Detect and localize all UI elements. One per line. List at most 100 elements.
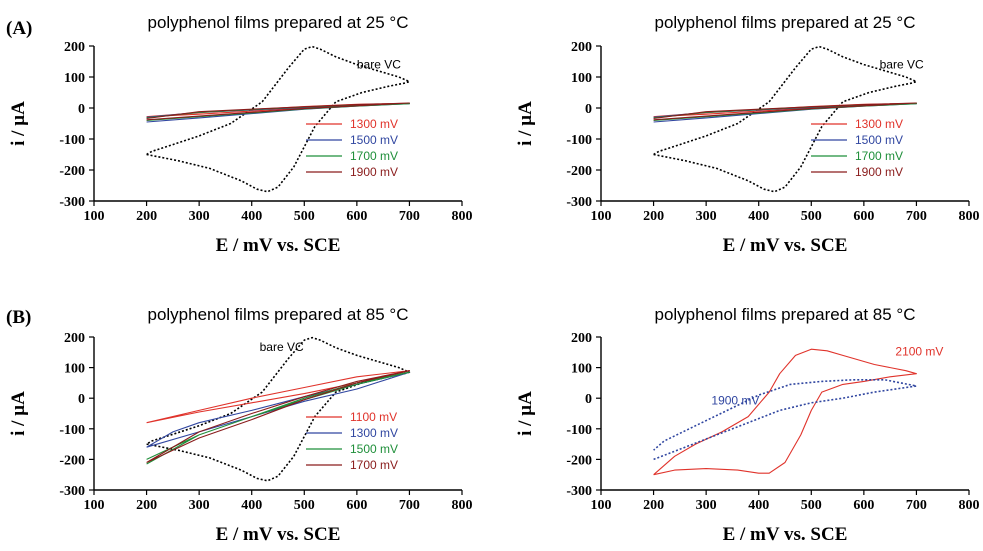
x-axis-label: E / mV vs. SCE (723, 524, 848, 545)
y-tick-label: -200 (59, 453, 85, 468)
legend-entry: 1500 mV (350, 133, 398, 147)
legend-entry: 1900 mV (350, 165, 398, 179)
y-tick-label: -200 (566, 453, 592, 468)
chart-title: polyphenol films prepared at 85 °C (147, 305, 408, 324)
x-tick-label: 600 (853, 209, 874, 224)
x-tick-label: 400 (748, 209, 769, 224)
x-tick-label: 300 (189, 498, 210, 513)
y-tick-label: 200 (571, 331, 592, 346)
panel-label-text: (B) (6, 307, 31, 328)
y-tick-label: 200 (64, 40, 85, 55)
y-tick-label: 100 (64, 71, 85, 86)
panel-label-b: (B) (6, 307, 31, 328)
y-tick-label: -100 (59, 133, 85, 148)
series-line (653, 348, 917, 476)
x-tick-label: 800 (959, 498, 980, 513)
y-tick-label: 200 (571, 40, 592, 55)
panel-label-text: (A) (6, 18, 32, 39)
annotation-label: 2100 mV (895, 344, 943, 358)
y-tick-label: -100 (59, 423, 85, 438)
y-tick-label: -100 (566, 423, 592, 438)
y-axis-label: i / µA (8, 101, 29, 146)
y-tick-label: 100 (64, 362, 85, 377)
x-tick-label: 700 (399, 209, 420, 224)
x-tick-label: 600 (346, 498, 367, 513)
chart-title: polyphenol films prepared at 85 °C (654, 305, 915, 324)
series-line (653, 102, 917, 121)
chart-title: polyphenol films prepared at 25 °C (654, 13, 915, 32)
y-tick-label: -300 (566, 484, 592, 499)
x-tick-label: 500 (294, 209, 315, 224)
x-axis-label: E / mV vs. SCE (216, 235, 341, 256)
y-tick-label: 0 (585, 392, 592, 407)
x-tick-label: 800 (959, 209, 980, 224)
x-tick-label: 700 (399, 498, 420, 513)
x-tick-label: 500 (801, 209, 822, 224)
y-tick-label: -300 (566, 195, 592, 210)
x-tick-label: 100 (591, 209, 612, 224)
series-line (653, 378, 918, 461)
x-tick-label: 400 (748, 498, 769, 513)
annotation-label: bare VC (260, 340, 304, 354)
legend-entry: 1900 mV (855, 165, 903, 179)
y-tick-label: 0 (585, 102, 592, 117)
x-tick-label: 700 (906, 209, 927, 224)
y-tick-label: -100 (566, 133, 592, 148)
legend-entry: 1700 mV (350, 458, 398, 472)
x-tick-label: 100 (84, 209, 105, 224)
annotation-label: bare VC (357, 57, 401, 71)
chart-bottom-right: polyphenol films prepared at 85 °C 100 200… (515, 305, 980, 545)
y-tick-label: -300 (59, 195, 85, 210)
legend-entry: 1700 mV (855, 149, 903, 163)
y-tick-label: -300 (59, 484, 85, 499)
chart-top-right: polyphenol films prepared at 25 °C 100 200… (515, 13, 980, 256)
y-axis-label: i / µA (515, 101, 536, 146)
x-tick-label: 300 (189, 209, 210, 224)
x-tick-label: 200 (643, 498, 664, 513)
x-tick-label: 800 (452, 209, 473, 224)
legend-entry: 1100 mV (350, 410, 397, 424)
y-tick-label: -200 (59, 164, 85, 179)
y-tick-label: 0 (78, 392, 85, 407)
series-line (146, 371, 410, 465)
legend-entry: 1300 mV (350, 117, 398, 131)
y-axis-label: i / µA (515, 391, 536, 436)
x-tick-label: 100 (84, 498, 105, 513)
y-tick-label: 100 (571, 71, 592, 86)
x-tick-label: 200 (643, 209, 664, 224)
x-tick-label: 400 (241, 209, 262, 224)
x-tick-label: 200 (136, 498, 157, 513)
legend-entry: 1300 mV (350, 426, 398, 440)
chart-bottom-left: polyphenol films prepared at 85 °C 100 200… (8, 305, 473, 545)
y-tick-label: -200 (566, 164, 592, 179)
y-axis-label: i / µA (8, 391, 29, 436)
x-tick-label: 300 (696, 498, 717, 513)
x-tick-label: 500 (801, 498, 822, 513)
x-tick-label: 600 (853, 498, 874, 513)
x-tick-label: 100 (591, 498, 612, 513)
x-tick-label: 300 (696, 209, 717, 224)
annotation-label: 1900 mV (711, 393, 759, 407)
legend-entry: 1500 mV (855, 133, 903, 147)
series-line (146, 102, 410, 121)
legend-entry: 1300 mV (855, 117, 903, 131)
series-line (146, 370, 410, 463)
panel-label-a: (A) (6, 18, 32, 39)
y-tick-label: 100 (571, 362, 592, 377)
series-line (146, 336, 411, 482)
x-tick-label: 500 (294, 498, 315, 513)
x-tick-label: 800 (452, 498, 473, 513)
x-tick-label: 600 (346, 209, 367, 224)
x-axis-label: E / mV vs. SCE (723, 235, 848, 256)
legend-entry: 1500 mV (350, 442, 398, 456)
x-tick-label: 700 (906, 498, 927, 513)
y-tick-label: 200 (64, 331, 85, 346)
legend-entry: 1700 mV (350, 149, 398, 163)
x-axis-label: E / mV vs. SCE (216, 524, 341, 545)
y-tick-label: 0 (78, 102, 85, 117)
chart-title: polyphenol films prepared at 25 °C (147, 13, 408, 32)
annotation-label: bare VC (880, 57, 924, 71)
x-tick-label: 400 (241, 498, 262, 513)
x-tick-label: 200 (136, 209, 157, 224)
